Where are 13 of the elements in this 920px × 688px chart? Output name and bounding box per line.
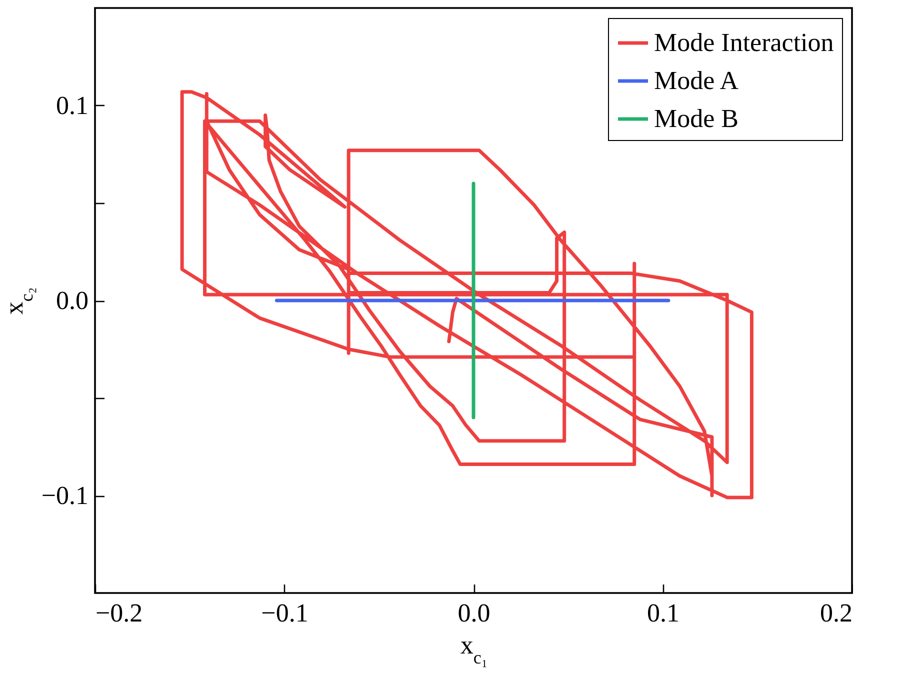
- x-tick-label: 0.1: [647, 598, 680, 628]
- x-tick-label: 0.0: [458, 598, 490, 628]
- y-tick-label: −0.1: [41, 481, 88, 510]
- line-series: [180, 90, 754, 500]
- y-tick-label: 0.0: [56, 286, 88, 315]
- legend-label: Mode B: [654, 104, 738, 133]
- legend-label: Mode A: [654, 66, 739, 95]
- x-axis-title: x$_{c₁}$: [460, 630, 488, 668]
- x-tick-label: 0.2: [820, 598, 852, 628]
- x-tick-label: −0.2: [96, 598, 143, 628]
- legend-label: Mode Interaction: [654, 28, 834, 57]
- y-tick-label: 0.1: [56, 91, 88, 120]
- x-tick-label: −0.1: [261, 598, 308, 628]
